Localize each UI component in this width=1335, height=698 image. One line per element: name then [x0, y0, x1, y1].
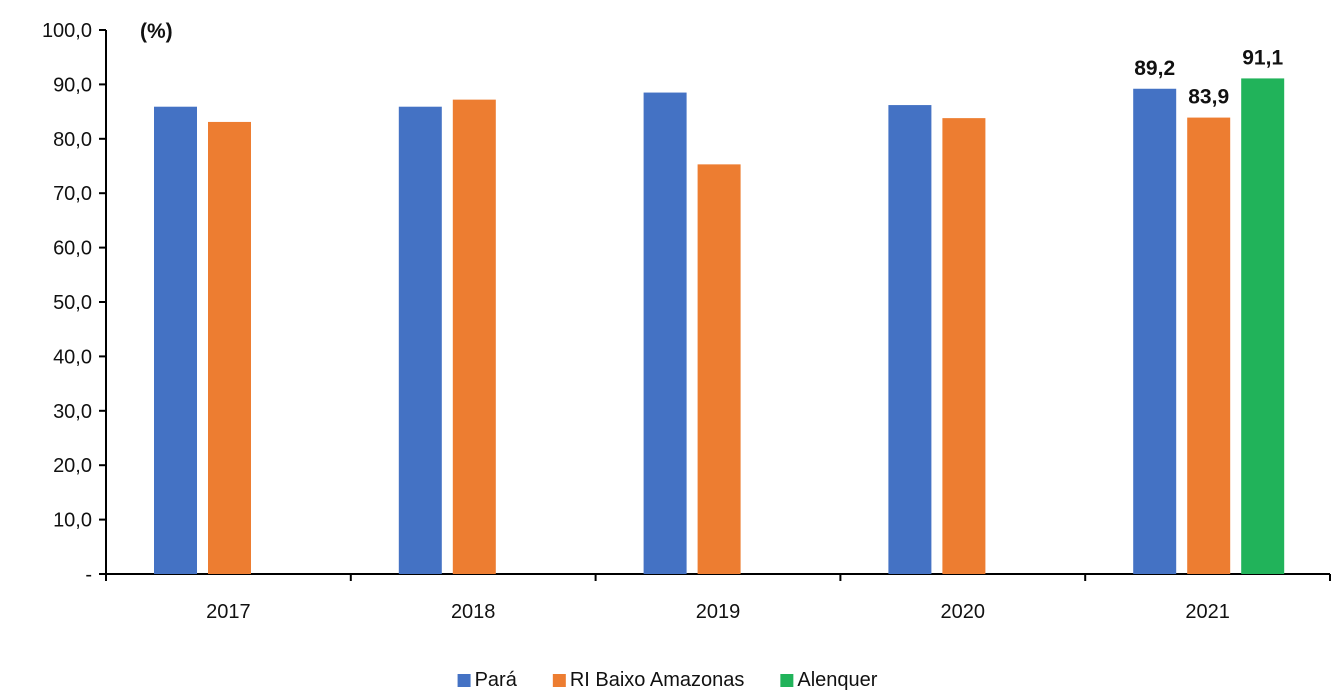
- y-unit-label: (%): [140, 20, 173, 43]
- y-tick-label: 100,0: [42, 20, 92, 42]
- data-label: 91,1: [1242, 46, 1283, 69]
- bars: [154, 78, 1285, 575]
- x-tick-label: 2018: [451, 601, 496, 623]
- legend-swatch: [780, 674, 794, 687]
- x-tick-label: 2021: [1185, 601, 1230, 623]
- legend-swatch: [552, 674, 566, 687]
- bar: [154, 106, 197, 574]
- legend: Pará RI Baixo Amazonas Alenquer: [457, 669, 878, 691]
- y-tick-label: 50,0: [53, 292, 92, 314]
- bar: [1133, 88, 1177, 574]
- data-label: 89,2: [1134, 57, 1175, 80]
- bar: [1241, 78, 1285, 574]
- y-tick-label: 20,0: [53, 455, 92, 477]
- bar: [942, 118, 986, 575]
- x-tick-label: 2020: [941, 601, 986, 623]
- bar: [1187, 117, 1231, 575]
- bar: [452, 99, 496, 574]
- legend-swatch: [457, 674, 471, 687]
- bar: [208, 121, 251, 574]
- y-tick-label: 80,0: [53, 129, 92, 151]
- legend-item-label: RI Baixo Amazonas: [570, 669, 745, 691]
- legend-item-label: Alenquer: [797, 669, 877, 691]
- data-labels: 89,2 83,9 91,1: [1134, 46, 1283, 108]
- data-label: 83,9: [1188, 86, 1229, 109]
- bar: [697, 164, 741, 575]
- y-tick-label: 60,0: [53, 238, 92, 260]
- y-tick-label: 70,0: [53, 183, 92, 205]
- bar: [888, 105, 932, 575]
- y-tick-label: 30,0: [53, 401, 92, 423]
- y-tick-label: 90,0: [53, 74, 92, 96]
- legend-item-label: Pará: [475, 669, 518, 691]
- bar: [643, 92, 687, 574]
- y-tick-label: 10,0: [53, 510, 92, 532]
- x-tick-label: 2017: [206, 601, 251, 623]
- bar: [398, 106, 442, 574]
- axes: - 10,0 20,0 30,0 40,0 50,0 60,0 70,0 80,0 90,0 100…: [42, 20, 1331, 623]
- x-tick-label: 2019: [696, 601, 741, 623]
- y-tick-label: 40,0: [53, 346, 92, 368]
- y-tick-label: -: [85, 564, 92, 586]
